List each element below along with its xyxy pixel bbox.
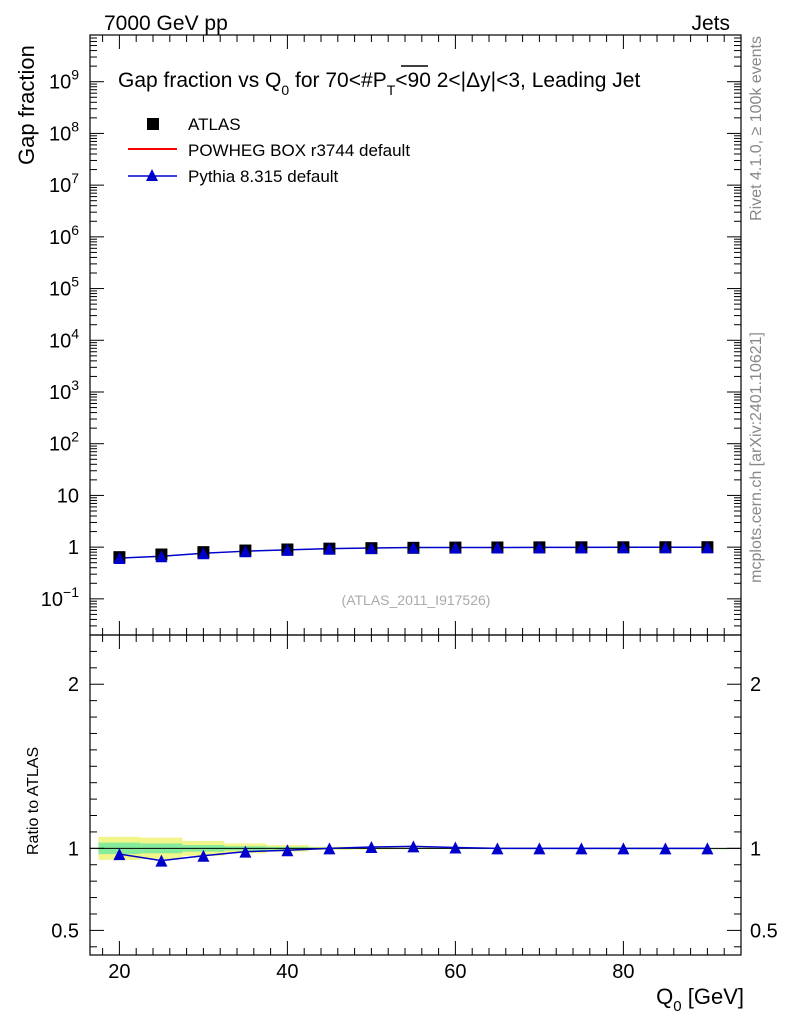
x-tick-label: 40 xyxy=(276,961,298,983)
header-right: Jets xyxy=(691,12,730,35)
ratio-ticks xyxy=(90,634,742,955)
pythia-point xyxy=(575,541,588,554)
x-tick-labels: 20 40 60 80 xyxy=(108,961,634,983)
x-tick-label: 60 xyxy=(444,961,466,983)
header-left: 7000 GeV pp xyxy=(104,12,228,35)
x-axis-label: Q0 [GeV] xyxy=(656,984,744,1015)
ratio-y-tick-label: 0.5 xyxy=(51,920,79,942)
pythia-point xyxy=(449,541,462,554)
ratio-frame xyxy=(89,634,742,956)
main-y-tick-labels: 10−1 1 10 102 103 104 105 106 107 108 109 xyxy=(41,67,79,611)
ratio-y-tick-label-right: 2 xyxy=(750,674,761,696)
ratio-panel: 0.5 0.5 1 1 2 2 20 40 60 80 Ratio to ATLAS Q0 [G… xyxy=(25,634,778,1015)
pythia-ratio-point xyxy=(575,842,588,855)
ratio-y-tick-label: 1 xyxy=(68,838,79,860)
main-y-axis-label: Gap fraction xyxy=(14,45,39,165)
y-tick-label: 109 xyxy=(49,67,79,94)
y-tick-label: 108 xyxy=(49,118,79,145)
pythia-ratio-point xyxy=(533,842,546,855)
y-tick-label: 106 xyxy=(49,222,79,249)
pythia-ratio-point xyxy=(197,849,210,862)
pythia-point xyxy=(617,541,630,554)
y-tick-label: 104 xyxy=(49,325,79,352)
pythia-ratio-point xyxy=(323,842,336,855)
y-tick-label: 10 xyxy=(57,485,79,507)
pythia-point xyxy=(155,550,168,563)
pythia-ratio-point xyxy=(449,841,462,854)
y-tick-label: 107 xyxy=(49,170,79,197)
ratio-series xyxy=(113,840,714,867)
pythia-point xyxy=(323,542,336,555)
rivet-label: Rivet 4.1.0, ≥ 100k events xyxy=(748,36,765,221)
pythia-point xyxy=(659,541,672,554)
y-tick-label: 10−1 xyxy=(41,584,79,611)
y-tick-label: 103 xyxy=(49,377,79,404)
pythia-point xyxy=(533,541,546,554)
pythia-ratio-point xyxy=(701,842,714,855)
ratio-y-tick-label-right: 0.5 xyxy=(750,920,778,942)
legend-atlas-label: ATLAS xyxy=(188,115,241,134)
pythia-ratio-point xyxy=(617,842,630,855)
pythia-ratio-point xyxy=(281,844,294,857)
ratio-y-tick-labels: 0.5 0.5 1 1 2 2 xyxy=(51,674,778,942)
chart-title: Gap fraction vs Q0 for 70<#PT<90 2<|Δy|<… xyxy=(118,69,640,98)
ratio-y-tick-label-right: 1 xyxy=(750,838,761,860)
pythia-ratio-point xyxy=(659,842,672,855)
y-tick-label: 1 xyxy=(68,537,79,559)
mcplots-label: mcplots.cern.ch [arXiv:2401.10621] xyxy=(748,332,765,583)
pythia-point xyxy=(407,541,420,554)
pythia-ratio-point xyxy=(155,854,168,867)
pythia-point xyxy=(365,541,378,554)
pythia-point xyxy=(113,552,126,565)
ratio-y-tick-label: 2 xyxy=(68,674,79,696)
x-tick-label: 80 xyxy=(612,961,634,983)
y-tick-label: 102 xyxy=(49,429,79,456)
pythia-ratio-point xyxy=(113,848,126,861)
legend-powheg-label: POWHEG BOX r3744 default xyxy=(188,141,410,160)
ratio-y-axis-label: Ratio to ATLAS xyxy=(25,747,42,855)
pythia-ratio-point xyxy=(407,840,420,853)
main-series xyxy=(113,541,714,565)
analysis-watermark: (ATLAS_2011_I917526) xyxy=(342,592,491,608)
y-tick-label: 105 xyxy=(49,274,79,301)
pythia-point xyxy=(491,541,504,554)
pythia-point xyxy=(239,545,252,558)
pythia-ratio-point xyxy=(365,841,378,854)
legend-pythia-label: Pythia 8.315 default xyxy=(188,167,339,186)
pythia-point xyxy=(281,543,294,556)
pythia-point xyxy=(197,547,210,560)
main-panel: 10−1 1 10 102 103 104 105 106 107 108 109 Gap frac… xyxy=(14,34,742,636)
x-tick-label: 20 xyxy=(108,961,130,983)
legend: ATLAS POWHEG BOX r3744 default Pythia 8.… xyxy=(128,115,410,186)
legend-pythia-marker xyxy=(146,169,158,181)
pythia-point xyxy=(701,541,714,554)
legend-atlas-marker xyxy=(147,118,159,130)
pythia-ratio-point xyxy=(491,842,504,855)
main-ticks xyxy=(90,34,742,636)
pythia-ratio-point xyxy=(239,845,252,858)
